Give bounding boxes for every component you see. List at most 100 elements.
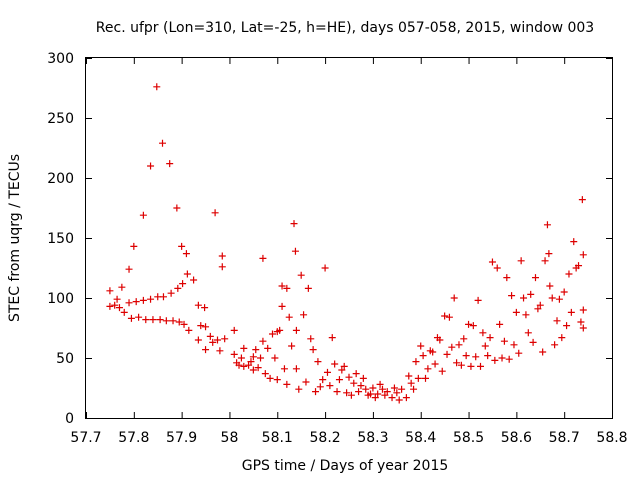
data-point [175, 318, 183, 326]
data-point [551, 341, 559, 349]
data-point [268, 330, 276, 338]
data-point [453, 359, 461, 367]
data-point [517, 257, 525, 265]
data-point [288, 342, 296, 350]
data-point [113, 295, 121, 303]
data-point [450, 294, 458, 302]
y-axis: 0 50 100 150 200 250 300 [47, 51, 612, 427]
data-point [524, 329, 532, 337]
data-point [174, 284, 182, 292]
data-point [407, 379, 415, 387]
x-tick-label: 57.7 [70, 430, 101, 446]
data-point [359, 374, 367, 382]
data-point [429, 348, 437, 356]
data-point [291, 247, 299, 255]
data-point [314, 358, 322, 366]
data-point [424, 365, 432, 373]
data-point [173, 204, 181, 212]
data-point [481, 342, 489, 350]
data-point [575, 262, 583, 270]
data-point [249, 353, 257, 361]
data-point [448, 343, 456, 351]
x-tick-label: 58.4 [405, 430, 436, 446]
data-point [194, 301, 202, 309]
data-point [283, 380, 291, 388]
data-point [218, 252, 226, 260]
data-point [249, 366, 257, 374]
data-point [393, 389, 401, 397]
data-point [190, 276, 198, 284]
data-point [355, 388, 363, 396]
data-point [271, 354, 279, 362]
data-point [412, 358, 420, 366]
data-point [457, 361, 465, 369]
data-point [541, 257, 549, 265]
data-point [302, 378, 310, 386]
y-tick-label: 250 [47, 111, 74, 127]
data-point [510, 341, 518, 349]
data-point [512, 308, 520, 316]
data-point [367, 390, 375, 398]
data-point [283, 284, 291, 292]
data-point [362, 385, 370, 393]
data-point [560, 288, 568, 296]
data-point [197, 322, 205, 330]
data-point [194, 336, 202, 344]
x-axis: 57.7 57.8 57.9 58 58.1 58.2 58.3 58.4 58.5 58.6 58… [70, 58, 628, 446]
data-point [405, 372, 413, 380]
y-tick-label: 0 [65, 411, 74, 427]
data-point [111, 301, 119, 309]
x-axis-label: GPS time / Days of year 2015 [242, 458, 449, 474]
data-point [443, 350, 451, 358]
data-point [166, 160, 174, 168]
data-point [529, 338, 537, 346]
data-point [505, 355, 513, 363]
data-point [333, 388, 341, 396]
data-point [307, 335, 315, 343]
data-point [323, 368, 331, 376]
data-point [477, 362, 484, 370]
data-point [276, 326, 284, 334]
data-point [130, 242, 138, 250]
data-point [328, 334, 336, 342]
data-point [235, 361, 243, 369]
data-point [159, 293, 167, 301]
data-point [259, 254, 267, 262]
data-point [214, 336, 221, 344]
data-point [419, 352, 427, 360]
data-point [498, 354, 506, 362]
data-point [417, 342, 425, 350]
data-point [343, 389, 351, 397]
x-tick-label: 57.9 [166, 430, 197, 446]
data-point [237, 354, 245, 362]
y-tick-label: 150 [47, 231, 74, 247]
data-point [183, 270, 191, 278]
data-point [290, 220, 298, 228]
data-point [304, 284, 312, 292]
data-point [285, 313, 293, 321]
data-point [460, 335, 468, 343]
data-point [257, 354, 265, 362]
chart-title: Rec. ufpr (Lon=310, Lat=-25, h=HE), days… [96, 20, 594, 36]
data-point [539, 348, 547, 356]
data-point [319, 376, 327, 384]
data-point [127, 314, 135, 322]
data-point [221, 335, 229, 343]
data-point [350, 379, 358, 387]
data-point [335, 376, 343, 384]
data-point [125, 265, 133, 273]
data-point [201, 304, 209, 312]
data-point [500, 337, 508, 345]
data-point [441, 312, 449, 320]
data-point [321, 264, 329, 272]
data-point [230, 350, 238, 358]
data-point [300, 311, 308, 319]
data-point [169, 317, 177, 325]
data-point [135, 313, 143, 321]
data-point [381, 391, 389, 399]
data-point [120, 308, 128, 316]
data-point [522, 311, 530, 319]
data-point [369, 384, 377, 392]
data-point [395, 396, 403, 404]
